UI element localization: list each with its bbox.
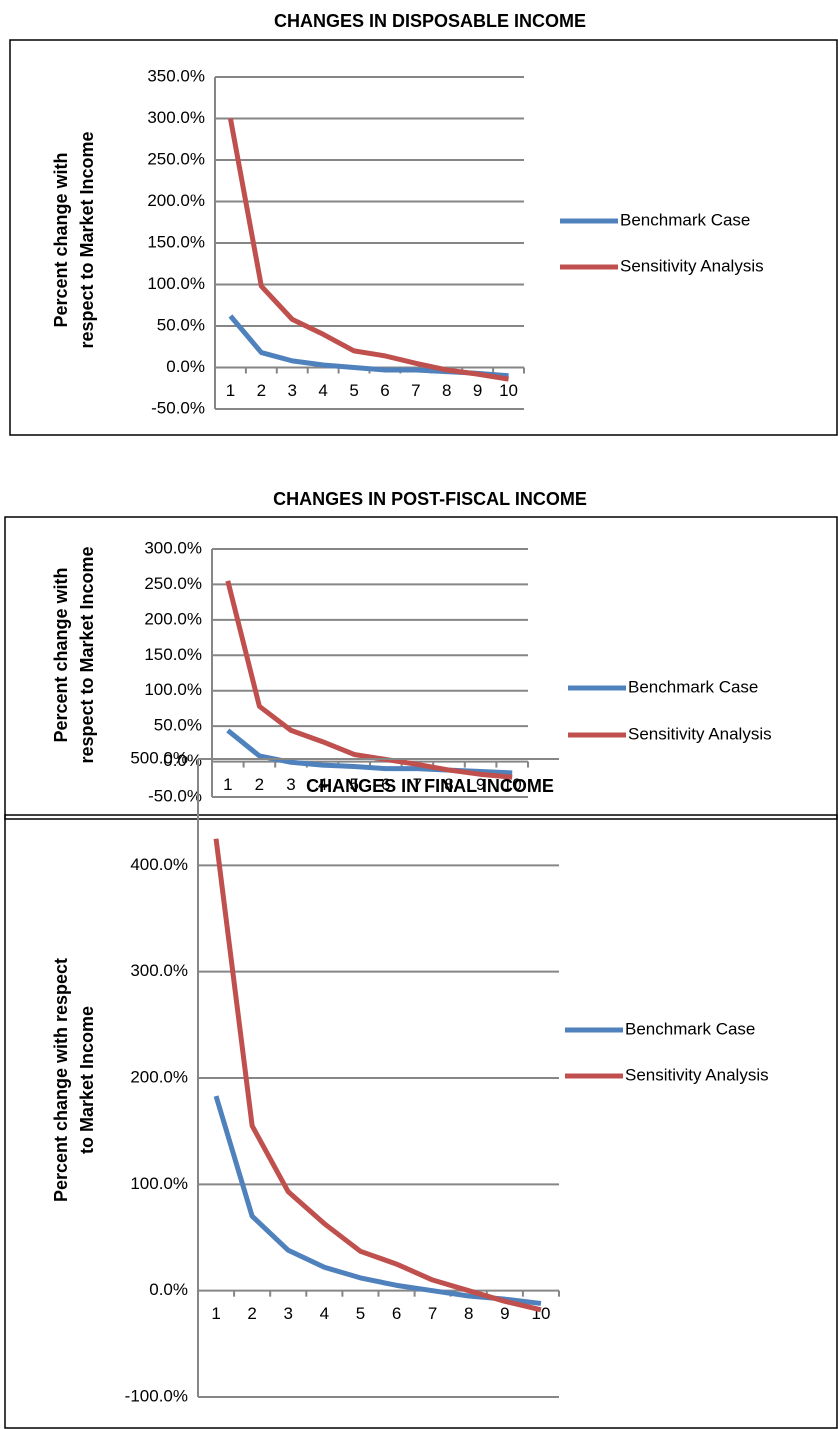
x-tick-label: 6 (392, 1304, 401, 1323)
x-tick-label: 6 (381, 775, 390, 794)
x-tick-label: 2 (247, 1304, 256, 1323)
y-axis-label: Percent change with (51, 567, 71, 742)
x-tick-label: 4 (318, 775, 327, 794)
series-line (226, 728, 513, 776)
y-tick-label: 200.0% (130, 1067, 188, 1086)
x-tick-label: 3 (286, 775, 295, 794)
y-axis-label: Percent change with (51, 152, 71, 327)
series-line (227, 118, 509, 382)
x-tick-label: 7 (411, 381, 420, 400)
y-tick-label: -50.0% (148, 786, 202, 805)
y-tick-label: -100.0% (125, 1386, 188, 1405)
y-tick-label: 350.0% (147, 66, 205, 85)
y-tick-label: 300.0% (130, 961, 188, 980)
y-tick-label: 100.0% (144, 680, 202, 699)
y-tick-label: 200.0% (144, 609, 202, 628)
y-tick-label: 150.0% (147, 232, 205, 251)
x-tick-label: 8 (442, 381, 451, 400)
y-tick-label: 300.0% (147, 108, 205, 127)
y-tick-label: 100.0% (130, 1174, 188, 1193)
x-tick-label: 3 (284, 1304, 293, 1323)
legend-label: Sensitivity Analysis (628, 724, 772, 743)
legend-label: Sensitivity Analysis (620, 256, 764, 275)
legend-label: Benchmark Case (625, 1019, 755, 1038)
chart-title: CHANGES IN DISPOSABLE INCOME (274, 11, 586, 31)
x-tick-label: 4 (318, 381, 327, 400)
x-tick-label: 7 (428, 1304, 437, 1323)
y-tick-label: 500.0% (130, 748, 188, 767)
x-tick-label: 7 (413, 775, 422, 794)
y-axis-label: to Market Income (77, 1006, 97, 1154)
x-tick-label: 2 (255, 775, 264, 794)
y-tick-label: 250.0% (144, 574, 202, 593)
x-tick-label: 9 (473, 381, 482, 400)
legend-label: Benchmark Case (628, 677, 758, 696)
x-tick-label: 8 (444, 775, 453, 794)
x-tick-label: 2 (257, 381, 266, 400)
y-axis-label: respect to Market Income (77, 131, 97, 348)
y-tick-label: 100.0% (147, 274, 205, 293)
y-axis-label: Percent change with respect (51, 958, 71, 1202)
x-tick-label: 4 (320, 1304, 329, 1323)
chart-title: CHANGES IN FINAL INCOME (306, 776, 554, 796)
y-tick-label: 0.0% (149, 1280, 188, 1299)
chart-border (9, 39, 838, 436)
y-tick-label: 400.0% (130, 855, 188, 874)
chart-border (4, 516, 838, 820)
y-tick-label: 200.0% (147, 191, 205, 210)
legend-label: Sensitivity Analysis (625, 1065, 769, 1084)
chart-border (4, 814, 838, 1429)
y-tick-label: -50.0% (151, 398, 205, 417)
chart-title: CHANGES IN POST-FISCAL INCOME (273, 489, 587, 509)
x-tick-label: 9 (500, 1304, 509, 1323)
series-line (225, 580, 513, 780)
x-tick-label: 1 (211, 1304, 220, 1323)
x-tick-label: 1 (226, 381, 235, 400)
y-tick-label: 0.0% (166, 357, 205, 376)
y-tick-label: 150.0% (144, 645, 202, 664)
x-tick-label: 6 (380, 381, 389, 400)
y-axis-label: respect to Market Income (77, 546, 97, 763)
x-tick-label: 10 (499, 381, 518, 400)
series-line (213, 1095, 542, 1306)
x-tick-label: 5 (349, 381, 358, 400)
x-tick-label: 1 (223, 775, 232, 794)
x-tick-label: 3 (288, 381, 297, 400)
x-tick-label: 8 (464, 1304, 473, 1323)
x-tick-label: 10 (503, 775, 522, 794)
y-tick-label: 50.0% (154, 716, 202, 735)
y-tick-label: 0.0% (163, 751, 202, 770)
x-tick-label: 9 (476, 775, 485, 794)
y-tick-label: 250.0% (147, 149, 205, 168)
x-tick-label: 5 (356, 1304, 365, 1323)
x-tick-label: 5 (349, 775, 358, 794)
legend-label: Benchmark Case (620, 210, 750, 229)
y-tick-label: 300.0% (144, 538, 202, 557)
y-tick-label: 50.0% (157, 315, 205, 334)
series-line (213, 838, 542, 1313)
